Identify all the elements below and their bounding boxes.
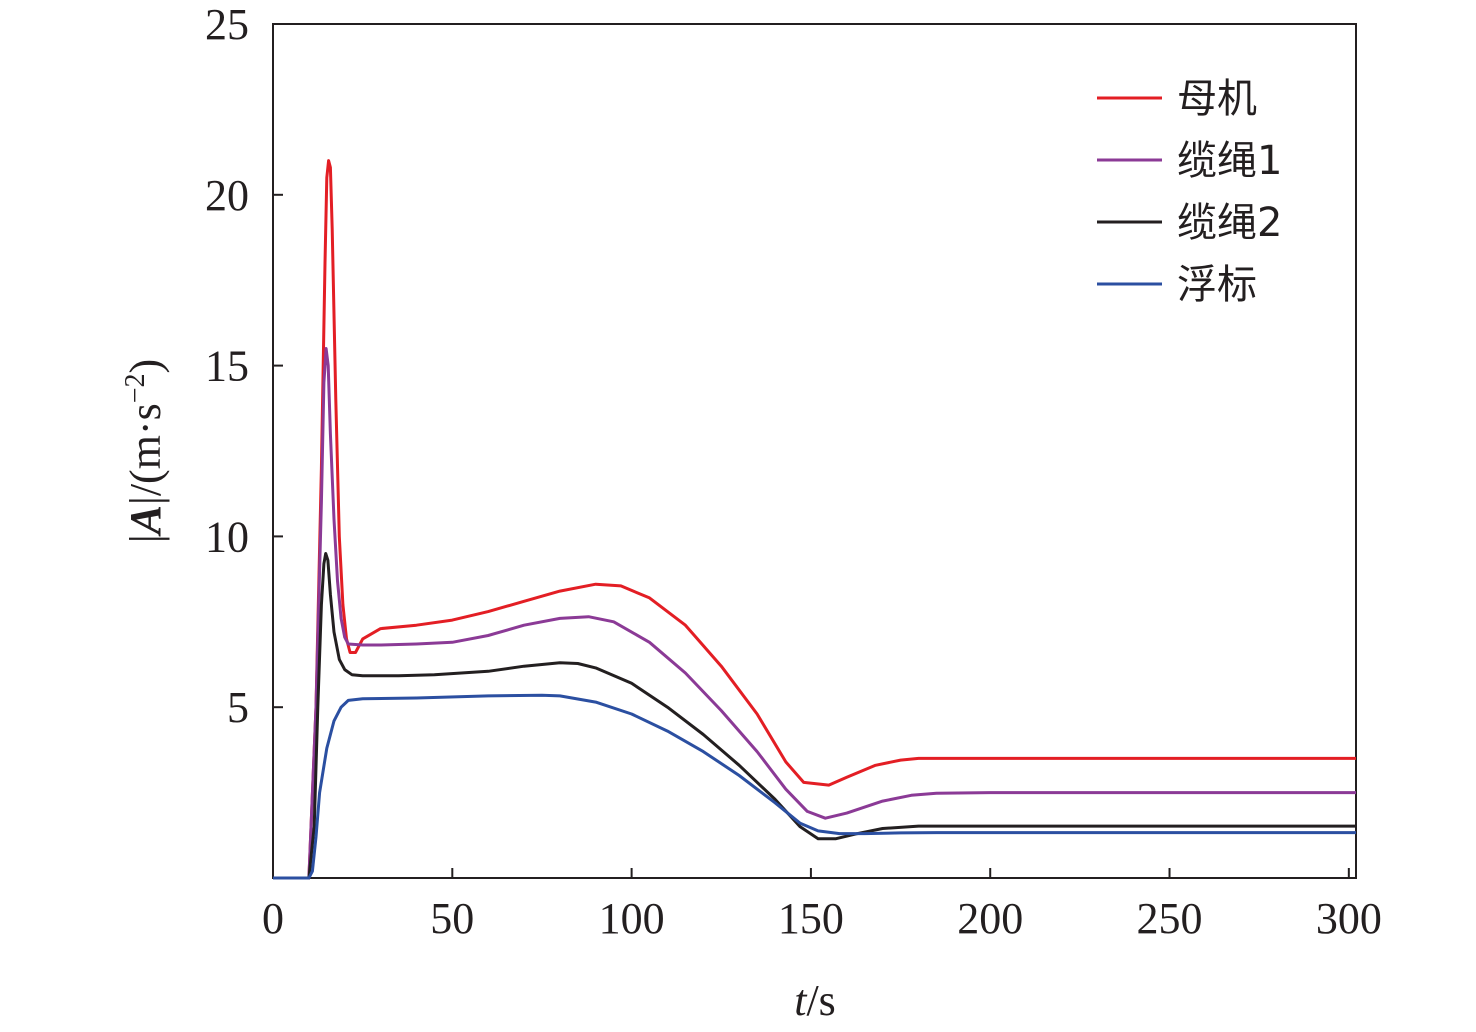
x-tick-label: 50 (430, 894, 474, 943)
x-tick-label: 200 (957, 894, 1023, 943)
plot-frame (272, 23, 1357, 879)
y-tick-label: 15 (205, 342, 249, 391)
y-axis-label: |A|/(m·s−2) (120, 359, 170, 543)
legend-label: 缆绳2 (1177, 200, 1282, 246)
y-axis-post: ) (121, 359, 170, 374)
x-tick-label: 300 (1316, 894, 1382, 943)
series-line-3 (273, 552, 1356, 880)
x-axis-var: t (794, 976, 808, 1025)
y-axis-pre: | (121, 534, 170, 543)
series-line-2 (273, 347, 1356, 880)
y-tick-label: 5 (227, 683, 249, 732)
y-axis-mid: |/(m·s (121, 403, 170, 505)
legend-label: 浮标 (1177, 262, 1257, 308)
x-tick-label: 150 (778, 894, 844, 943)
x-tick-label: 250 (1137, 894, 1203, 943)
y-tick-label: 25 (205, 0, 249, 49)
x-axis-label: t/s (794, 976, 836, 1025)
x-axis-unit: /s (806, 976, 835, 1025)
legend-label: 母机 (1177, 76, 1257, 122)
series-line-4 (273, 693, 1356, 880)
legend-label: 缆绳1 (1177, 138, 1282, 184)
y-axis-sup: −2 (120, 374, 151, 404)
axis-ticks: 0 50 100 150 200 250 300 5 10 15 20 25 (205, 0, 1382, 943)
y-tick-label: 10 (205, 512, 249, 561)
x-tick-label: 100 (599, 894, 665, 943)
x-tick-label: 0 (262, 894, 284, 943)
y-axis-var: A (121, 505, 170, 537)
y-tick-label: 20 (205, 171, 249, 220)
series-lines (273, 159, 1356, 880)
series-line-1 (273, 159, 1356, 880)
